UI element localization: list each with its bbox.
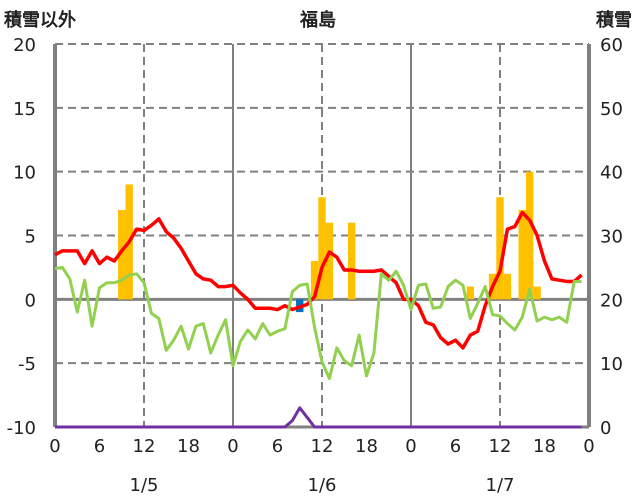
x-tick-label: 6 [94,436,105,457]
right-tick-label: 60 [600,35,623,56]
right-tick-label: 0 [600,418,611,439]
left-tick-label: 5 [25,227,36,248]
left-tick-label: -5 [18,354,36,375]
right-axis-label: 積雪 [595,9,632,31]
orange-bar [347,222,356,300]
orange-bar [318,197,326,300]
x-tick-label: 12 [311,436,334,457]
x-tick-label: 0 [583,436,594,457]
date-label: 1/6 [308,475,337,496]
left-tick-label: -10 [7,418,36,439]
orange-bar [466,286,475,300]
right-tick-label: 10 [600,354,623,375]
purple-line [55,406,582,429]
x-tick-label: 0 [49,436,60,457]
x-tick-label: 0 [227,436,238,457]
left-tick-label: 20 [13,35,36,56]
date-label: 1/5 [130,475,159,496]
x-tick-label: 18 [177,436,200,457]
right-tick-label: 20 [600,290,623,311]
x-tick-label: 6 [272,436,283,457]
right-tick-label: 30 [600,227,623,248]
orange-bar [518,209,526,300]
date-label: 1/7 [486,475,515,496]
orange-bar [325,222,334,300]
chart-title: 福島 [299,9,336,31]
left-tick-label: 15 [13,99,36,120]
green-line [54,265,582,380]
right-tick-label: 50 [600,99,623,120]
x-tick-label: 18 [355,436,378,457]
x-tick-label: 18 [533,436,556,457]
orange-bar [496,197,504,300]
orange-bar [118,209,126,300]
right-tick-label: 40 [600,163,623,184]
left-tick-label: 0 [25,290,36,311]
orange-bar [533,286,541,300]
x-tick-label: 12 [133,436,156,457]
orange-bar [525,171,534,300]
x-tick-label: 6 [450,436,461,457]
orange-bar [310,261,319,300]
left-tick-label: 10 [13,163,36,184]
orange-bar [503,273,512,300]
left-axis-label: 積雪以外 [3,9,76,31]
x-tick-label: 0 [405,436,416,457]
red-line [54,210,583,350]
x-tick-label: 12 [489,436,512,457]
